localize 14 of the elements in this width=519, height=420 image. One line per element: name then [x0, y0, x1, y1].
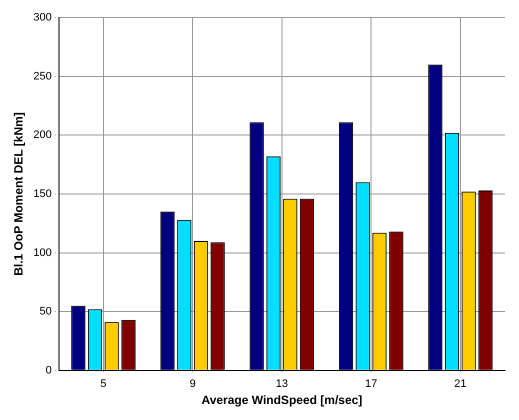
- y-tick-label: 300: [33, 12, 52, 24]
- y-tick-label: 250: [33, 70, 52, 82]
- x-tick-label: 9: [190, 378, 196, 390]
- y-tick-label: 0: [46, 364, 52, 376]
- x-tick-label: 13: [276, 378, 288, 390]
- x-tick-label: 5: [100, 378, 106, 390]
- x-axis-title: Average WindSpeed [m/sec]: [201, 393, 362, 408]
- x-tick-label: 21: [454, 378, 466, 390]
- y-tick-label: 100: [33, 246, 52, 259]
- x-tick-label: 17: [365, 378, 378, 390]
- y-axis-title: Bl.1 OoP Moment DEL [kNm]: [12, 112, 26, 276]
- y-tick-label: 150: [33, 188, 52, 200]
- y-tick-label: 50: [40, 306, 52, 318]
- y-tick-label: 200: [33, 129, 52, 142]
